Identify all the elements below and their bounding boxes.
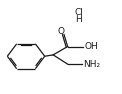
Text: Cl: Cl: [74, 8, 83, 17]
Text: O: O: [57, 27, 65, 36]
Text: NH₂: NH₂: [83, 60, 100, 69]
Text: H: H: [75, 15, 82, 24]
Text: OH: OH: [85, 42, 98, 51]
